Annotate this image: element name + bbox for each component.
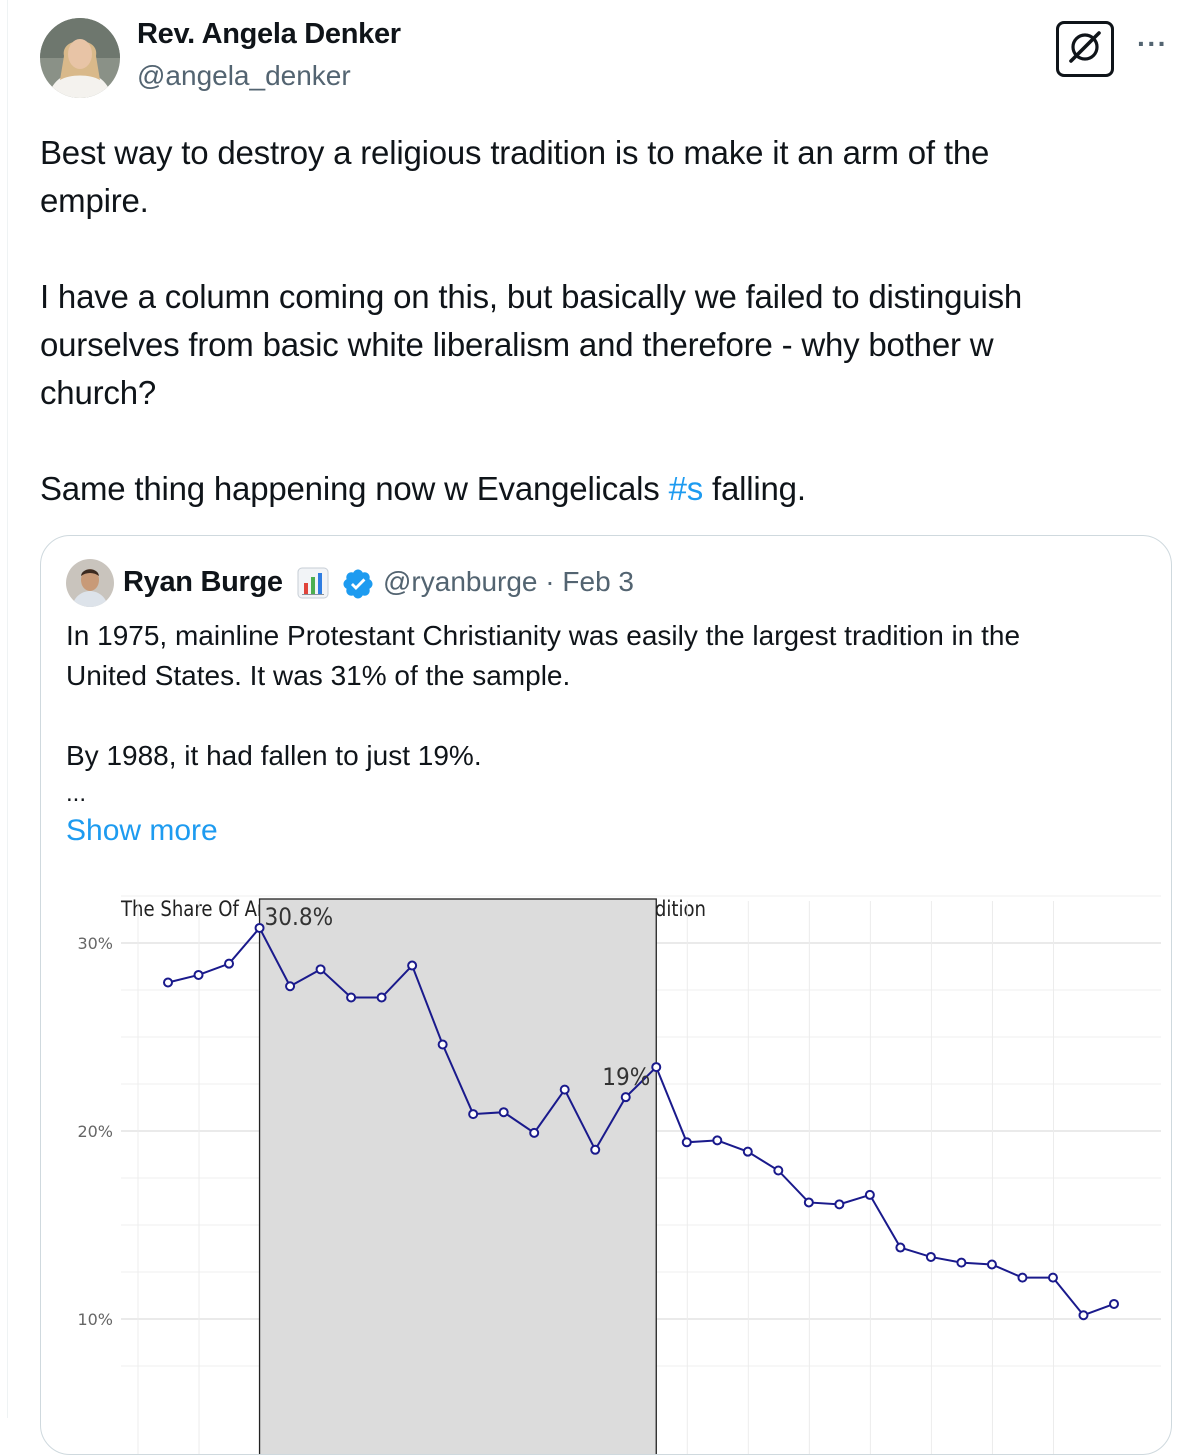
author-handle[interactable]: @angela_denker	[137, 60, 351, 91]
data-point	[986, 1259, 997, 1270]
data-point	[498, 1107, 509, 1118]
tweet-text: Best way to destroy a religious traditio…	[40, 129, 1160, 513]
tweet-text-line: Same thing happening now w Evangelicals …	[40, 465, 1160, 513]
quoted-text-ellipsis: ...	[66, 780, 87, 807]
tweet-text-segment: Same thing happening now w Evangelicals	[40, 470, 669, 507]
data-point	[437, 1039, 448, 1050]
data-point	[1047, 1272, 1058, 1283]
chart-svg: The Share Of Americans Who Identified Wi…	[77, 895, 1161, 1454]
y-tick-label: 20%	[77, 1122, 113, 1141]
quoted-text-line: United States. It was 31% of the sample.	[66, 660, 571, 691]
data-point	[1078, 1310, 1089, 1321]
quoted-tweet-card[interactable]: Ryan Burge @ryanburge · Feb 3 In 1975, m…	[40, 535, 1172, 1455]
quoted-author-name[interactable]: Ryan Burge	[123, 566, 283, 598]
more-icon[interactable]: ···	[1137, 28, 1168, 59]
data-point	[834, 1199, 845, 1210]
grok-icon	[1065, 27, 1105, 72]
quoted-text-line: In 1975, mainline Protestant Christianit…	[66, 620, 1021, 651]
data-annotation: 19%	[602, 1063, 650, 1091]
quoted-tweet-text: In 1975, mainline Protestant Christianit…	[66, 616, 1146, 812]
data-point	[590, 1144, 601, 1155]
grok-button[interactable]	[1056, 21, 1114, 77]
data-point	[376, 992, 387, 1003]
tweet-text-line: church?	[40, 374, 157, 411]
data-point	[559, 1084, 570, 1095]
data-point	[1109, 1298, 1119, 1309]
chart-image[interactable]: The Share Of Americans Who Identified Wi…	[41, 881, 1171, 1454]
data-point	[346, 992, 357, 1003]
data-point	[681, 1137, 692, 1148]
data-point	[864, 1189, 875, 1200]
data-point	[1017, 1272, 1028, 1283]
data-point	[193, 969, 204, 980]
data-point	[742, 1146, 753, 1157]
data-point	[895, 1242, 906, 1253]
quoted-author-avatar[interactable]	[66, 559, 114, 607]
author-name[interactable]: Rev. Angela Denker	[137, 18, 401, 50]
quoted-author-handle[interactable]: @ryanburge	[383, 566, 538, 597]
data-annotation: 30.8%	[265, 903, 334, 931]
y-tick-label: 10%	[77, 1310, 113, 1329]
data-point	[651, 1062, 662, 1073]
data-point	[803, 1197, 814, 1208]
quoted-tweet-date[interactable]: Feb 3	[562, 566, 635, 597]
timeline-border	[7, 0, 8, 1418]
data-point	[529, 1127, 540, 1138]
tweet-text-line: ourselves from basic white liberalism an…	[40, 326, 994, 363]
data-point	[956, 1257, 967, 1268]
series-line	[167, 926, 1115, 1317]
quoted-text-line: By 1988, it had fallen to just 19%.	[66, 740, 482, 771]
tweet-text-line: I have a column coming on this, but basi…	[40, 278, 1023, 315]
data-point	[254, 922, 265, 933]
bar-chart-emoji-icon	[297, 567, 329, 604]
data-point	[712, 1135, 723, 1146]
data-point	[285, 981, 296, 992]
author-avatar[interactable]	[40, 18, 120, 98]
data-point	[468, 1109, 479, 1120]
data-point	[163, 977, 173, 988]
y-tick-label: 30%	[77, 934, 113, 953]
data-point	[773, 1165, 784, 1176]
tweet-text-line: empire.	[40, 182, 149, 219]
quoted-author-meta: @ryanburge · Feb 3	[383, 566, 634, 598]
shaded-period	[258, 898, 657, 1454]
hashtag-link[interactable]: #s	[668, 470, 704, 507]
data-point	[224, 958, 235, 969]
meta-separator: ·	[545, 566, 555, 597]
show-more-link[interactable]: Show more	[66, 814, 218, 847]
data-point	[925, 1251, 936, 1262]
data-point	[407, 960, 418, 971]
verified-badge-icon	[341, 567, 375, 606]
tweet-text-line: Best way to destroy a religious traditio…	[40, 134, 990, 171]
data-point	[620, 1092, 631, 1103]
tweet-text-segment: falling.	[703, 470, 806, 507]
data-point	[315, 964, 326, 975]
